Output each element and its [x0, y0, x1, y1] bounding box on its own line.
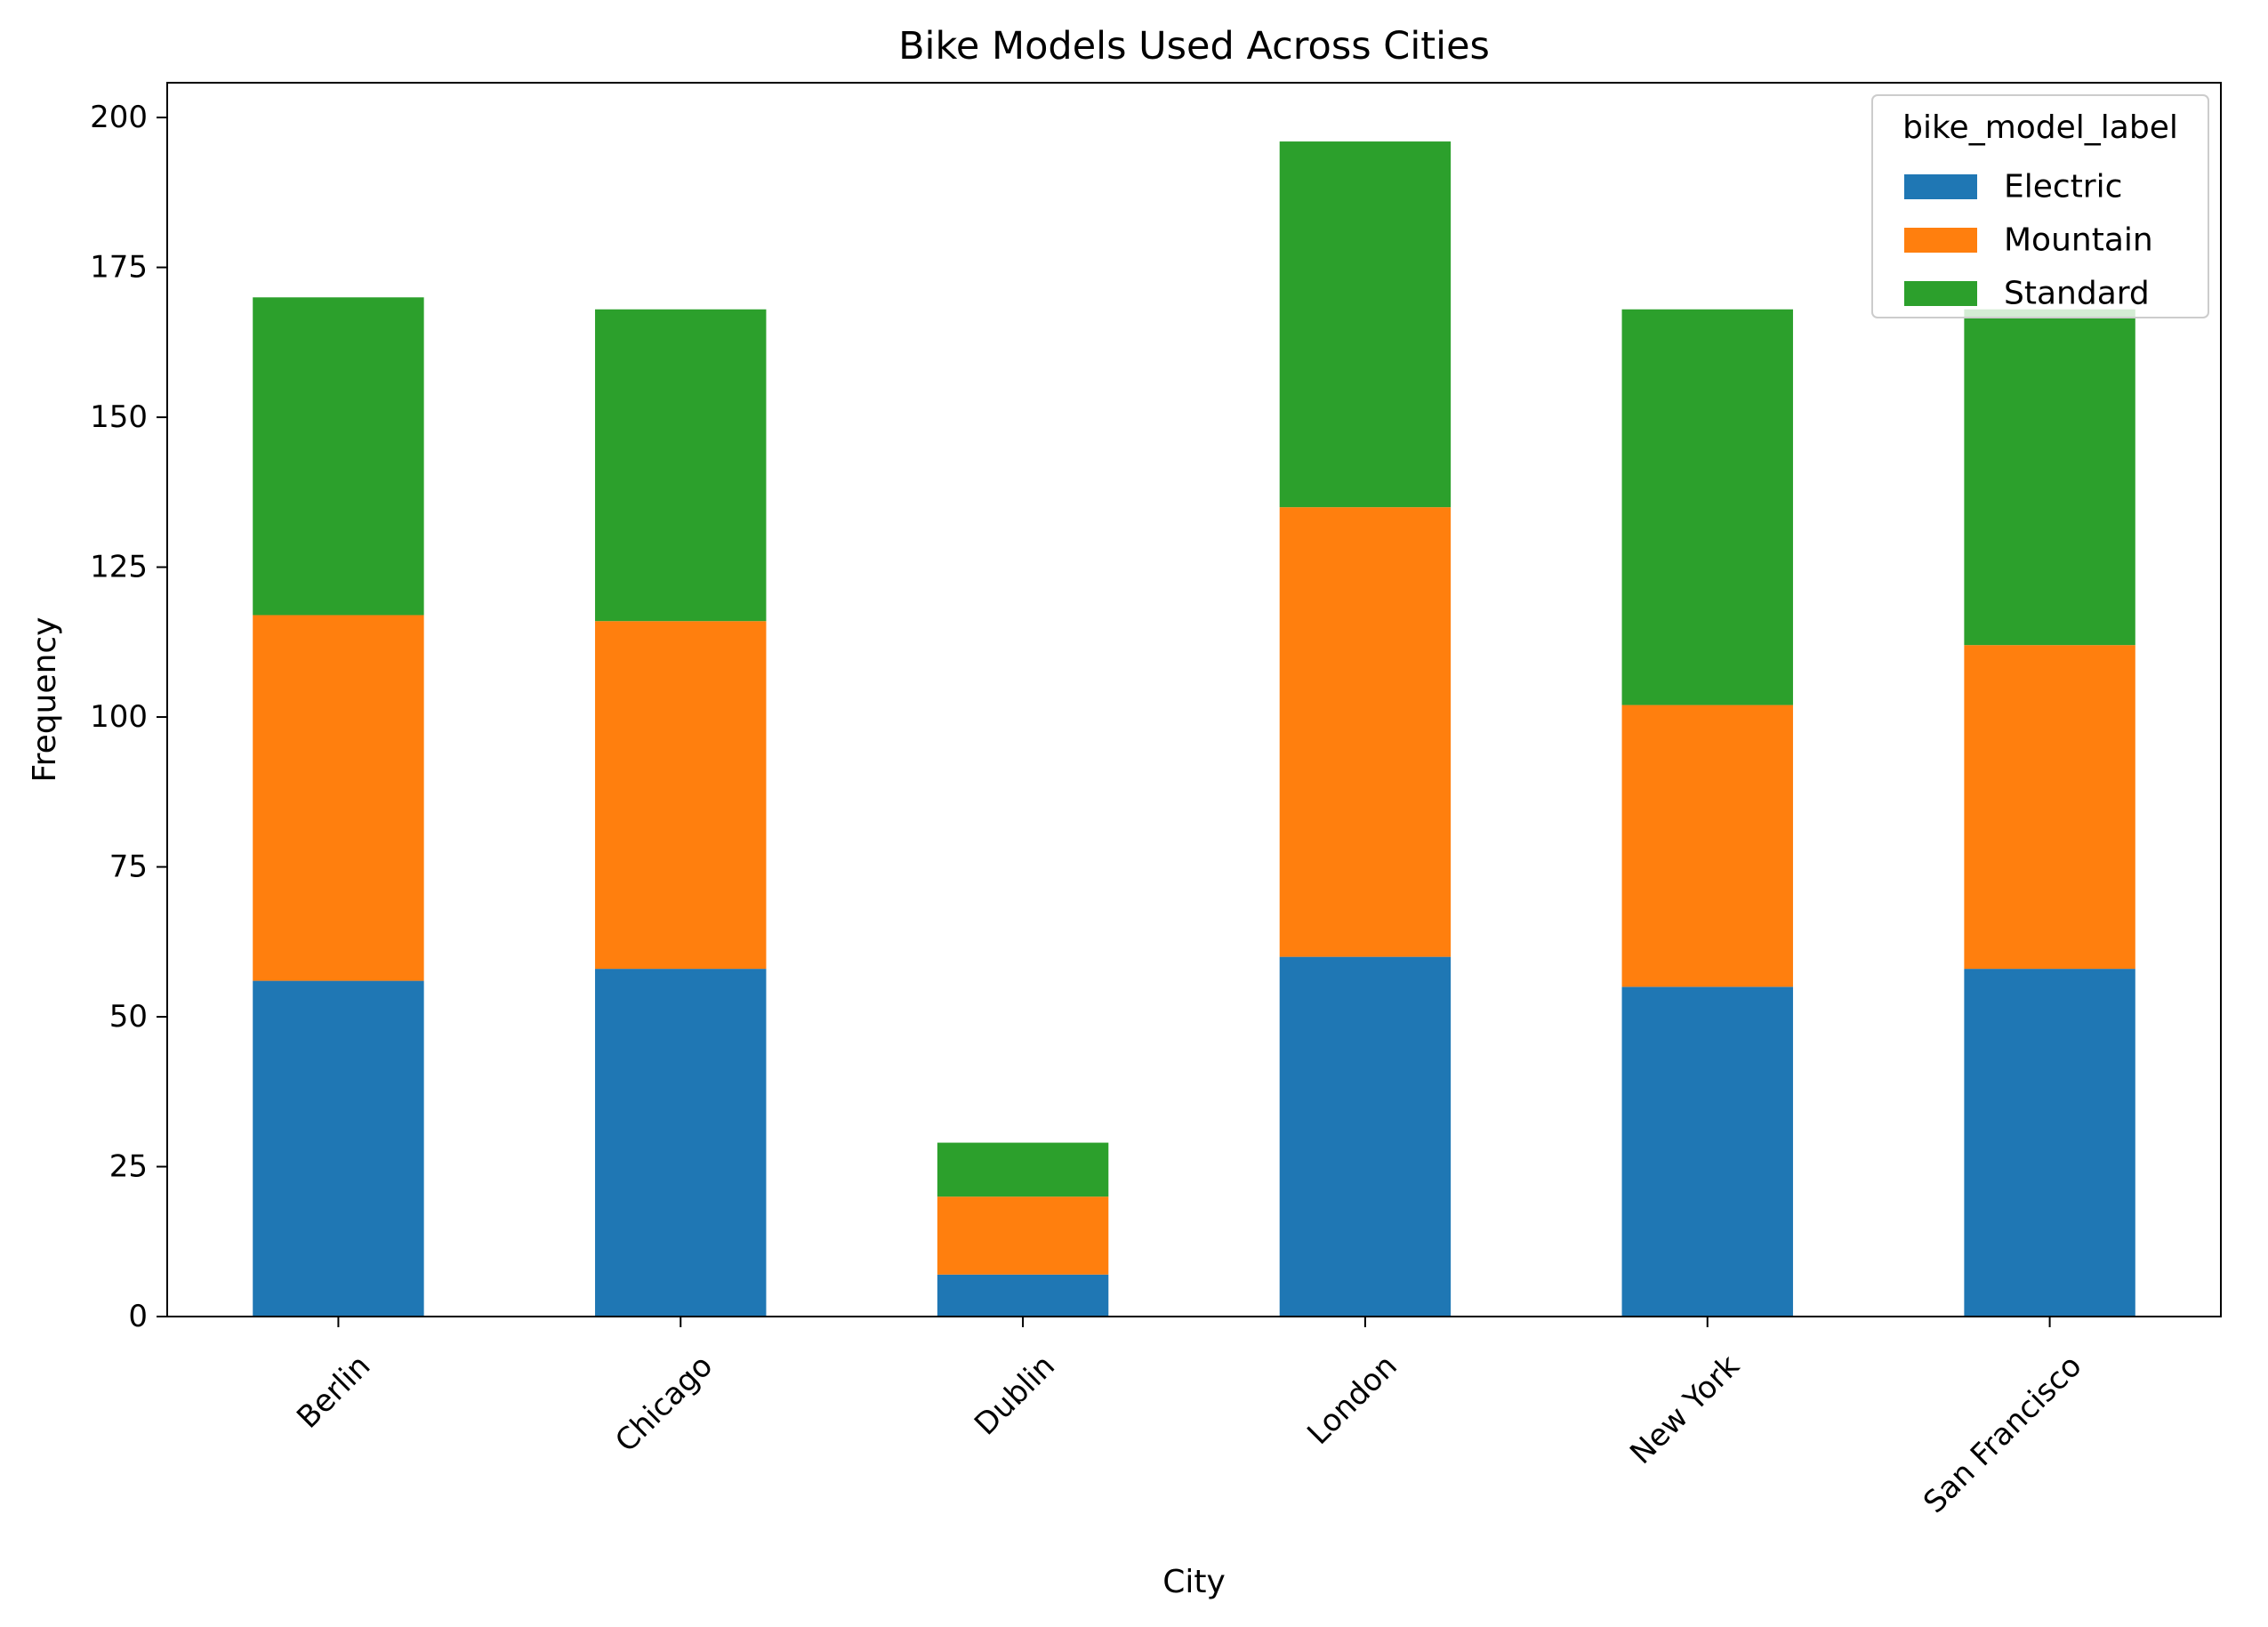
bar-standard-san-francisco — [1964, 309, 2135, 646]
bar-standard-london — [1279, 141, 1452, 508]
legend: bike_model_label Electric Mountain Standar… — [1871, 94, 2209, 318]
legend-label-standard: Standard — [2004, 276, 2150, 312]
bar-electric-san-francisco — [1964, 969, 2135, 1317]
y-tick-label: 50 — [109, 999, 148, 1035]
legend-label-mountain: Mountain — [2004, 222, 2153, 259]
x-tick-label: London — [1300, 1349, 1403, 1452]
bar-standard-berlin — [253, 297, 424, 616]
bar-electric-dublin — [937, 1274, 1109, 1317]
y-axis-title: Frequency — [27, 617, 63, 783]
legend-swatch-electric — [1904, 174, 1977, 199]
bar-standard-dublin — [937, 1142, 1109, 1197]
chart-title: Bike Models Used Across Cities — [898, 24, 1490, 68]
x-tick-label: New York — [1623, 1348, 1747, 1471]
legend-box — [1871, 94, 2209, 318]
y-tick-label: 150 — [90, 399, 148, 435]
legend-title: bike_model_label — [1902, 109, 2178, 146]
y-tick-label: 175 — [90, 250, 148, 286]
legend-items: Electric Mountain Standard — [1904, 169, 2153, 312]
legend-swatch-standard — [1904, 281, 1977, 306]
bar-mountain-chicago — [595, 621, 767, 970]
bar-mountain-berlin — [253, 615, 424, 981]
y-axis-ticks: 0 25 50 75 100 125 150 175 200 — [90, 100, 167, 1334]
x-tick-label: Dublin — [968, 1349, 1062, 1443]
y-tick-label: 0 — [128, 1299, 148, 1334]
plot-frame — [166, 82, 2222, 1317]
x-axis-ticks: Berlin Chicago Dublin London New York San Fra… — [290, 1317, 2088, 1520]
legend-swatch-mountain — [1904, 228, 1977, 253]
x-tick-label: Berlin — [290, 1349, 377, 1436]
bar-standard-new-york — [1621, 309, 1793, 705]
bar-mountain-dublin — [937, 1196, 1109, 1275]
x-axis-title: City — [1162, 1564, 1226, 1600]
bar-mountain-san-francisco — [1964, 645, 2135, 970]
bar-electric-chicago — [595, 969, 767, 1317]
y-tick-label: 200 — [90, 100, 148, 135]
y-tick-label: 125 — [90, 550, 148, 585]
bar-electric-new-york — [1621, 987, 1793, 1317]
bar-mountain-london — [1279, 507, 1452, 957]
y-tick-label: 25 — [109, 1149, 148, 1185]
y-tick-label: 75 — [109, 850, 148, 885]
bar-mountain-new-york — [1621, 705, 1793, 987]
legend-label-electric: Electric — [2004, 169, 2122, 205]
x-tick-label: Chicago — [608, 1349, 720, 1460]
y-tick-label: 100 — [90, 699, 148, 735]
bar-electric-london — [1279, 956, 1452, 1317]
bars-layer — [253, 141, 2135, 1317]
bar-electric-berlin — [253, 980, 424, 1317]
bar-standard-chicago — [595, 309, 767, 622]
x-tick-label: San Francisco — [1917, 1349, 2088, 1520]
